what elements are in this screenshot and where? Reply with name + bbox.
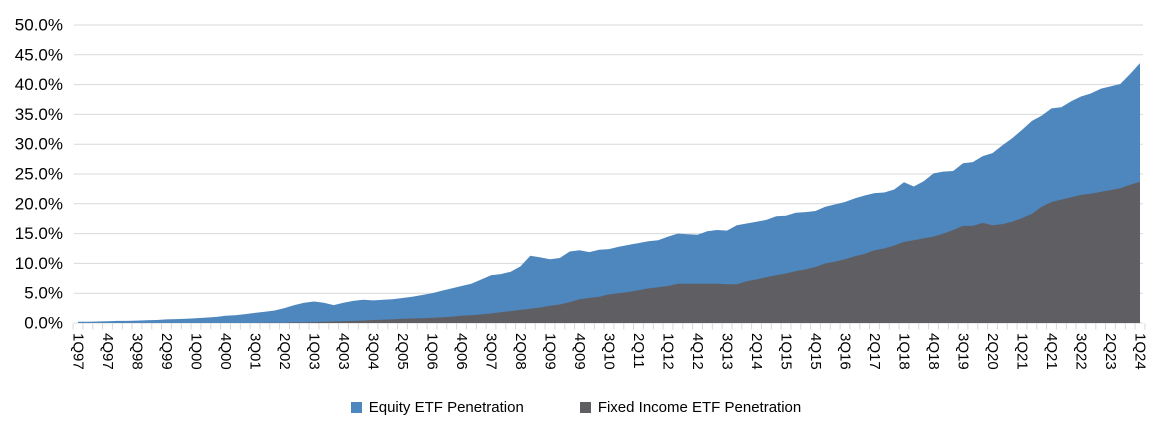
legend-item-equity: Equity ETF Penetration: [350, 399, 524, 416]
x-axis-tick-label: 1Q03: [306, 333, 323, 370]
legend-item-fixed-income: Fixed Income ETF Penetration: [579, 399, 802, 416]
y-axis-tick-label: 30.0%: [15, 135, 63, 154]
y-axis-tick-label: 5.0%: [24, 284, 63, 303]
x-axis-tick-label: 4Q09: [571, 333, 588, 370]
x-axis-tick-label: 1Q12: [660, 333, 677, 370]
x-axis-tick-label: 3Q10: [601, 333, 618, 370]
y-axis-tick-label: 10.0%: [15, 254, 63, 273]
x-axis-tick-label: 3Q01: [247, 333, 264, 370]
x-axis-tick-label: 4Q06: [453, 333, 470, 370]
legend-label-equity: Equity ETF Penetration: [368, 399, 524, 416]
y-axis-tick-label: 0.0%: [24, 314, 63, 333]
x-axis-tick-label: 1Q18: [896, 333, 913, 370]
x-axis-tick-label: 4Q12: [689, 333, 706, 370]
x-axis-tick-label: 2Q11: [630, 333, 647, 369]
x-axis-tick-label: 4Q00: [217, 333, 234, 370]
legend-swatch-fixed-income: [579, 402, 591, 413]
x-axis-tick-label: 1Q24: [1132, 333, 1149, 370]
x-axis-tick-label: 3Q98: [129, 333, 146, 370]
y-axis-tick-label: 40.0%: [15, 75, 63, 94]
x-axis-tick-label: 2Q14: [748, 333, 765, 370]
x-axis-tick-label: 4Q97: [99, 333, 116, 370]
x-axis-tick-label: 4Q03: [335, 333, 352, 370]
x-axis-tick-label: 1Q00: [188, 333, 205, 370]
plot-area: 0.0% 5.0% 10.0% 15.0% 20.0% 25.0% 30.0% 35.0% 40…: [15, 16, 1149, 370]
y-axis-tick-label: 35.0%: [15, 105, 63, 124]
x-axis-tick-label: 2Q17: [866, 333, 883, 370]
y-axis-tick-label: 50.0%: [15, 16, 63, 35]
y-axis-tick-label: 20.0%: [15, 194, 63, 213]
x-axis-tick-label: 3Q07: [483, 333, 500, 370]
x-axis-tick-label: 3Q13: [719, 333, 736, 370]
legend-label-fixed-income: Fixed Income ETF Penetration: [597, 399, 802, 416]
x-axis-tick-label: 1Q21: [1014, 333, 1031, 370]
area-fixed-income-etf-penetration: [78, 181, 1140, 323]
x-axis-tick-label: 3Q16: [837, 333, 854, 370]
y-axis-tick-label: 25.0%: [15, 165, 63, 184]
x-axis-tick-label: 3Q19: [955, 333, 972, 370]
x-axis-tick-label: 4Q18: [925, 333, 942, 370]
chart-legend: Equity ETF Penetration Fixed Income ETF …: [0, 399, 1152, 416]
x-axis-tick-label: 1Q97: [70, 333, 87, 370]
x-axis-tick-label: 1Q06: [424, 333, 441, 370]
y-axis-tick-label: 45.0%: [15, 45, 63, 64]
x-axis-tick-label: 2Q05: [394, 333, 411, 370]
x-axis-tick-label: 4Q15: [807, 333, 824, 370]
x-axis-tick-label: 3Q22: [1073, 333, 1090, 370]
y-axis-tick-label: 15.0%: [15, 224, 63, 243]
x-axis-tick-label: 2Q23: [1102, 333, 1119, 370]
x-axis-tick-label: 1Q09: [542, 333, 559, 370]
x-axis-tick-label: 2Q20: [984, 333, 1001, 370]
x-axis-tick-label: 4Q21: [1043, 333, 1060, 370]
x-axis-tick-label: 2Q08: [512, 333, 529, 370]
x-axis-tick-label: 2Q02: [276, 333, 293, 370]
legend-swatch-equity: [350, 402, 362, 413]
x-axis-tick-label: 1Q15: [778, 333, 795, 370]
x-axis-tick-label: 3Q04: [365, 333, 382, 370]
x-axis-tick-label: 2Q99: [158, 333, 175, 370]
